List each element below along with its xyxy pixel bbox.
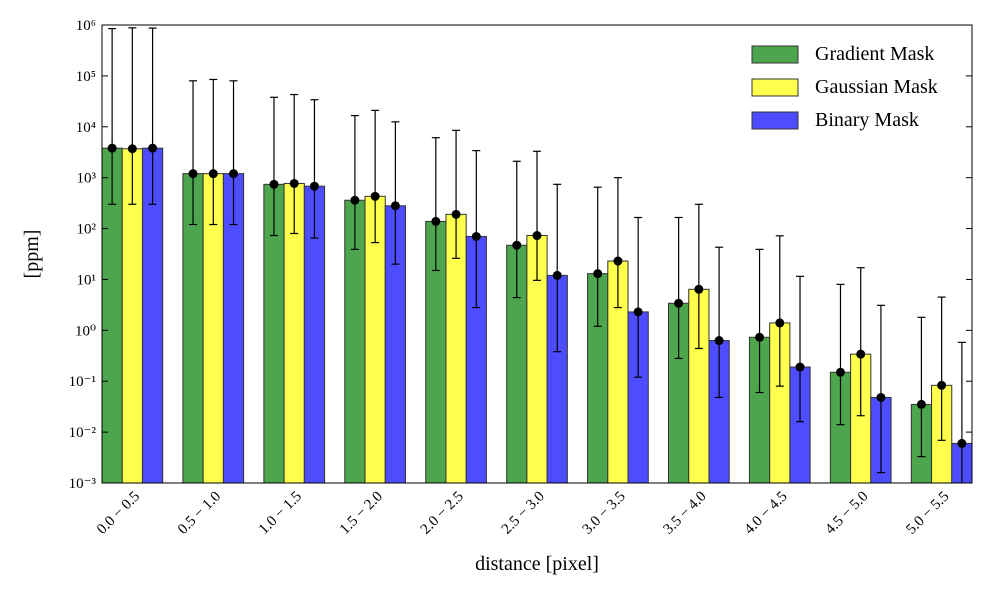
point <box>694 284 704 294</box>
point <box>532 231 542 241</box>
point <box>552 270 562 280</box>
point <box>775 318 785 328</box>
point <box>390 201 400 211</box>
point <box>633 307 643 317</box>
point <box>876 392 886 402</box>
x-tick-label: 2.5 − 3.0 <box>499 489 548 538</box>
x-tick-label: 1.0 − 1.5 <box>256 489 305 538</box>
point <box>188 169 198 179</box>
point <box>229 169 239 179</box>
y-tick-label: 10⁻³ <box>69 476 97 492</box>
y-axis-label: [ppm] <box>21 230 43 279</box>
x-tick-label: 4.0 − 4.5 <box>741 489 790 538</box>
point <box>613 256 623 266</box>
point <box>795 362 805 372</box>
y-tick-label: 10¹ <box>77 272 97 288</box>
point <box>916 399 926 409</box>
x-tick-label: 0.5 − 1.0 <box>175 489 224 538</box>
y-tick-label: 10² <box>77 222 97 238</box>
point <box>107 143 117 153</box>
legend-label: Gradient Mask <box>815 43 934 65</box>
y-tick-label: 10⁻¹ <box>69 374 96 390</box>
legend-label: Binary Mask <box>815 109 919 131</box>
y-tick-label: 10⁻² <box>69 425 97 441</box>
x-tick-label: 2.0 − 2.5 <box>418 489 467 538</box>
point <box>370 191 380 201</box>
point <box>269 179 279 189</box>
point <box>309 181 319 191</box>
legend-swatch <box>751 78 799 97</box>
x-axis-label: distance [pixel] <box>475 553 599 575</box>
point <box>856 349 866 359</box>
point <box>208 169 218 179</box>
point <box>937 380 947 390</box>
legend-label: Gaussian Mask <box>815 76 938 98</box>
point <box>593 269 603 279</box>
point <box>148 143 158 153</box>
y-tick-label: 10³ <box>77 171 97 187</box>
point <box>451 209 461 219</box>
x-tick-label: 4.5 − 5.0 <box>822 489 871 538</box>
legend-swatch <box>751 45 799 64</box>
point <box>471 231 481 241</box>
y-tick-label: 10⁵ <box>76 69 96 85</box>
x-tick-label: 5.0 − 5.5 <box>903 489 952 538</box>
point <box>350 195 360 205</box>
point <box>714 336 724 346</box>
x-tick-label: 1.5 − 2.0 <box>337 489 386 538</box>
x-tick-label: 3.5 − 4.0 <box>661 489 710 538</box>
point <box>512 240 522 250</box>
point <box>835 367 845 377</box>
point <box>127 144 137 154</box>
y-tick-label: 10⁴ <box>76 120 96 136</box>
x-tick-label: 3.0 − 3.5 <box>580 489 629 538</box>
point <box>674 298 684 308</box>
y-tick-label: 10⁶ <box>76 18 96 34</box>
point <box>289 178 299 188</box>
point <box>957 438 967 448</box>
point <box>431 216 441 226</box>
point <box>755 332 765 342</box>
x-tick-label: 0.0 − 0.5 <box>94 489 143 538</box>
plot-area <box>102 27 972 483</box>
plot-frame <box>101 24 973 484</box>
legend-swatch <box>751 111 799 130</box>
y-tick-label: 10⁰ <box>75 323 96 339</box>
